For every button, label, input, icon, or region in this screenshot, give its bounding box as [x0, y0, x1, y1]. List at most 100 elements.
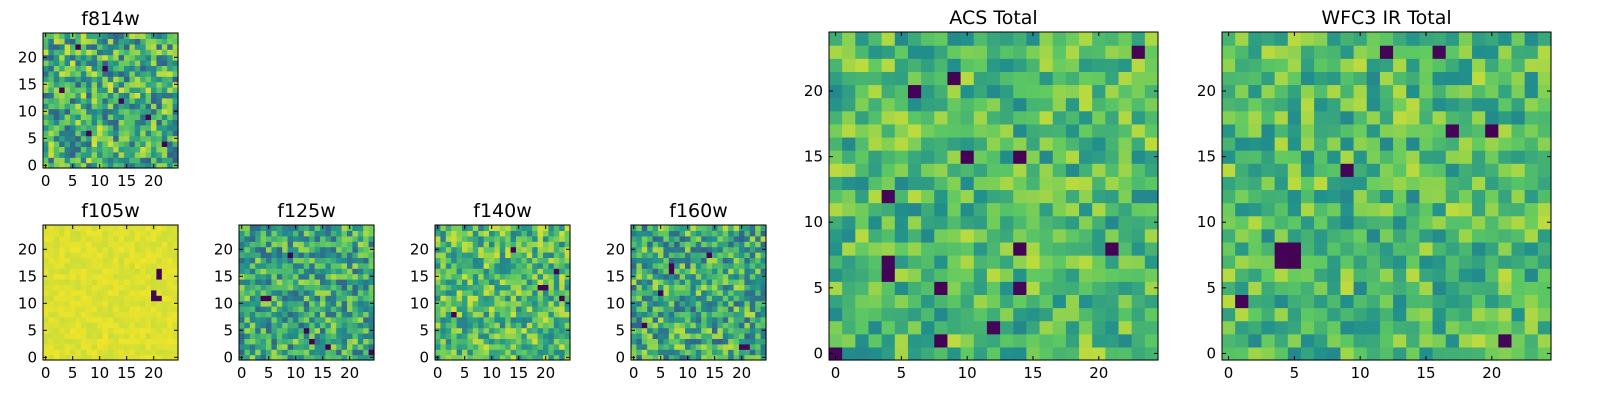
- heatmap-cell: [118, 289, 125, 296]
- heatmap-cell: [118, 333, 125, 339]
- heatmap-cell: [1105, 176, 1120, 191]
- heatmap-cell: [293, 311, 299, 318]
- heatmap-cell: [118, 97, 125, 104]
- heatmap-cell: [1393, 71, 1407, 86]
- heatmap-cell: [172, 235, 179, 242]
- heatmap-cell: [86, 257, 93, 264]
- heatmap-cell: [855, 123, 870, 138]
- heatmap-cell: [868, 97, 883, 112]
- heatmap-cell: [53, 311, 60, 318]
- heatmap-cell: [934, 202, 949, 217]
- heatmap-cell: [1026, 176, 1041, 191]
- x-tick-label: 10: [1351, 364, 1370, 382]
- heatmap-cell: [636, 241, 643, 248]
- heatmap-cell: [1118, 176, 1133, 191]
- heatmap-cell: [276, 311, 283, 318]
- heatmap-cell: [145, 54, 152, 61]
- heatmap-cell: [722, 268, 729, 275]
- heatmap-cell: [532, 273, 539, 280]
- heatmap-cell: [947, 32, 962, 46]
- heatmap-cell: [733, 300, 740, 307]
- heatmap-cell: [97, 322, 103, 329]
- heatmap-cell: [717, 230, 724, 237]
- heatmap-cell: [1131, 320, 1146, 335]
- heatmap-cell: [842, 110, 856, 125]
- heatmap-cell: [249, 257, 256, 264]
- heatmap-cell: [532, 295, 539, 302]
- heatmap-cell: [947, 176, 962, 191]
- heatmap-cell: [543, 343, 549, 350]
- heatmap-cell: [1079, 45, 1093, 59]
- heatmap-cell: [537, 311, 544, 318]
- heatmap-cell: [59, 70, 66, 77]
- heatmap-cell: [1406, 150, 1420, 164]
- heatmap-cell: [733, 306, 740, 312]
- heatmap-cell: [674, 289, 681, 296]
- heatmap-cell: [293, 230, 299, 237]
- heatmap-cell: [695, 252, 702, 258]
- heatmap-cell: [134, 49, 141, 56]
- heatmap-cell: [1131, 307, 1146, 322]
- heatmap-cell: [298, 322, 305, 329]
- heatmap-cell: [43, 262, 49, 269]
- heatmap-cell: [543, 268, 549, 275]
- heatmap-cell: [48, 235, 55, 242]
- heatmap-cell: [1248, 71, 1263, 86]
- panel-title: WFC3 IR Total: [1321, 7, 1451, 29]
- heatmap-cell: [282, 289, 289, 296]
- heatmap-cell: [1432, 241, 1447, 256]
- heatmap-cell: [239, 333, 245, 339]
- heatmap-cell: [1248, 307, 1263, 322]
- heatmap-cell: [494, 343, 501, 350]
- heatmap-cell: [641, 322, 648, 329]
- heatmap-cell: [151, 65, 157, 72]
- heatmap-cell: [739, 230, 745, 237]
- heatmap-cell: [368, 322, 375, 329]
- heatmap-cell: [1498, 281, 1513, 295]
- heatmap-cell: [701, 252, 708, 258]
- heatmap-cell: [75, 338, 82, 345]
- heatmap-cell: [548, 306, 555, 312]
- heatmap-cell: [947, 123, 962, 138]
- heatmap-cell: [320, 252, 326, 258]
- heatmap-cell: [102, 162, 109, 169]
- heatmap-cell: [80, 157, 87, 164]
- heatmap-cell: [532, 327, 539, 334]
- heatmap-cell: [631, 295, 637, 302]
- heatmap-cell: [75, 70, 82, 77]
- heatmap-cell: [451, 327, 458, 334]
- heatmap-cells: [43, 225, 179, 361]
- heatmap-cell: [934, 228, 949, 243]
- heatmap-cell: [1052, 176, 1067, 191]
- heatmap-cell: [744, 289, 751, 296]
- heatmap-cell: [167, 306, 174, 312]
- heatmap-cell: [1498, 320, 1513, 335]
- heatmap-cell: [276, 273, 283, 280]
- x-tick-label: 0: [433, 364, 443, 382]
- heatmap-cell: [276, 306, 283, 312]
- heatmap-cell: [64, 135, 71, 142]
- heatmap-cell: [70, 273, 76, 280]
- heatmap-cell: [636, 343, 643, 350]
- heatmap-cell: [91, 257, 98, 264]
- heatmap-cell: [145, 76, 152, 83]
- heatmap-cell: [1222, 333, 1236, 348]
- heatmap-cell: [679, 279, 686, 285]
- heatmap-cell: [456, 349, 463, 356]
- heatmap-cell: [881, 307, 896, 322]
- heatmap-cell: [1498, 58, 1513, 72]
- heatmap-cell: [53, 295, 60, 302]
- heatmap-cell: [631, 333, 637, 339]
- heatmap-cell: [690, 354, 697, 361]
- heatmap-cell: [679, 235, 686, 242]
- heatmap-cell: [156, 262, 163, 269]
- heatmap-cell: [86, 146, 93, 153]
- heatmap-cell: [1485, 97, 1499, 112]
- heatmap-cell: [647, 273, 654, 280]
- heatmap-cell: [559, 257, 566, 264]
- heatmap-cell: [1222, 71, 1236, 86]
- heatmap-cell: [255, 343, 262, 350]
- heatmap-cell: [1013, 58, 1027, 72]
- heatmap-cell: [1118, 110, 1133, 125]
- heatmap-cell: [167, 333, 174, 339]
